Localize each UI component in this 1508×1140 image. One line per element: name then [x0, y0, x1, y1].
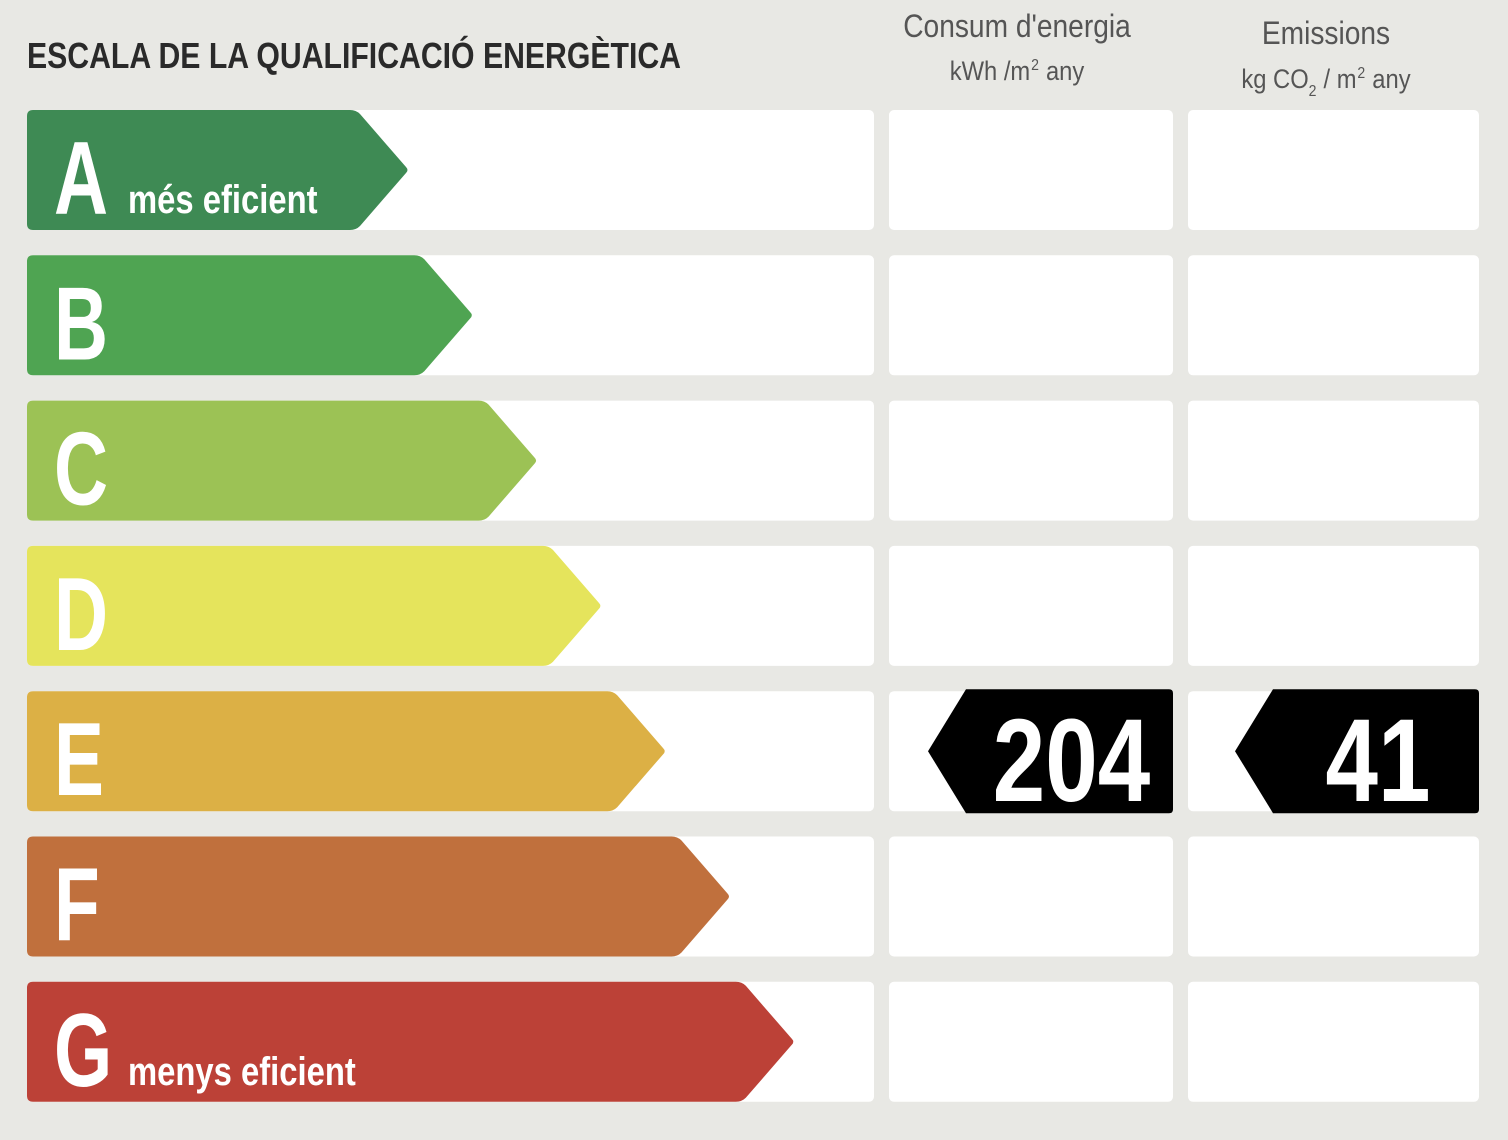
- value-cell: [889, 255, 1173, 376]
- column-unit: kWh /m2 any: [950, 56, 1085, 86]
- value-cell: [1188, 255, 1479, 376]
- unit-part: 2: [1031, 56, 1039, 74]
- value-cell: [889, 110, 1173, 230]
- rating-arrow: [27, 110, 408, 230]
- rating-arrow: [27, 691, 665, 812]
- title: ESCALA DE LA QUALIFICACIÓ ENERGÈTICA: [27, 34, 681, 76]
- rating-arrow: [27, 836, 729, 957]
- unit-part: kWh /m: [950, 57, 1030, 87]
- rating-letter: D: [54, 557, 108, 673]
- unit-part: any: [1372, 65, 1411, 95]
- value-cell: [1188, 545, 1479, 666]
- value-cell: [889, 836, 1173, 957]
- value-cell: [1188, 981, 1479, 1102]
- value-cell: [1188, 400, 1479, 521]
- value-cell: [889, 400, 1173, 521]
- rating-label: menys eficient: [128, 1049, 356, 1094]
- column-title: Consum d'energia: [903, 9, 1131, 44]
- column-unit: kg CO2/ m2 any: [1241, 64, 1411, 100]
- value-cell: [889, 981, 1173, 1102]
- rating-arrow: [27, 545, 601, 666]
- value-cell: [889, 545, 1173, 666]
- rating-value: 41: [1326, 694, 1431, 827]
- rating-arrow: [27, 400, 537, 521]
- value-cell: [1188, 836, 1479, 957]
- rating-value: 204: [993, 694, 1150, 827]
- unit-part: / m: [1324, 65, 1357, 95]
- rating-arrow: [27, 255, 472, 376]
- unit-part: 2: [1309, 82, 1317, 100]
- unit-part: kg CO: [1241, 65, 1308, 95]
- unit-part: 2: [1357, 64, 1365, 82]
- value-cell: [1188, 110, 1479, 230]
- rating-badge: [928, 689, 1173, 814]
- rating-arrow: [27, 981, 794, 1102]
- column-title: Emissions: [1262, 16, 1390, 51]
- rating-letter: B: [54, 266, 108, 382]
- rating-label: més eficient: [128, 177, 318, 222]
- rating-letter: G: [54, 993, 112, 1109]
- rating-badge: [1235, 689, 1479, 814]
- unit-part: any: [1046, 57, 1085, 87]
- rating-letter: E: [54, 702, 104, 818]
- rating-letter: F: [54, 848, 100, 964]
- rating-letter: A: [54, 121, 108, 237]
- rating-letter: C: [54, 412, 108, 528]
